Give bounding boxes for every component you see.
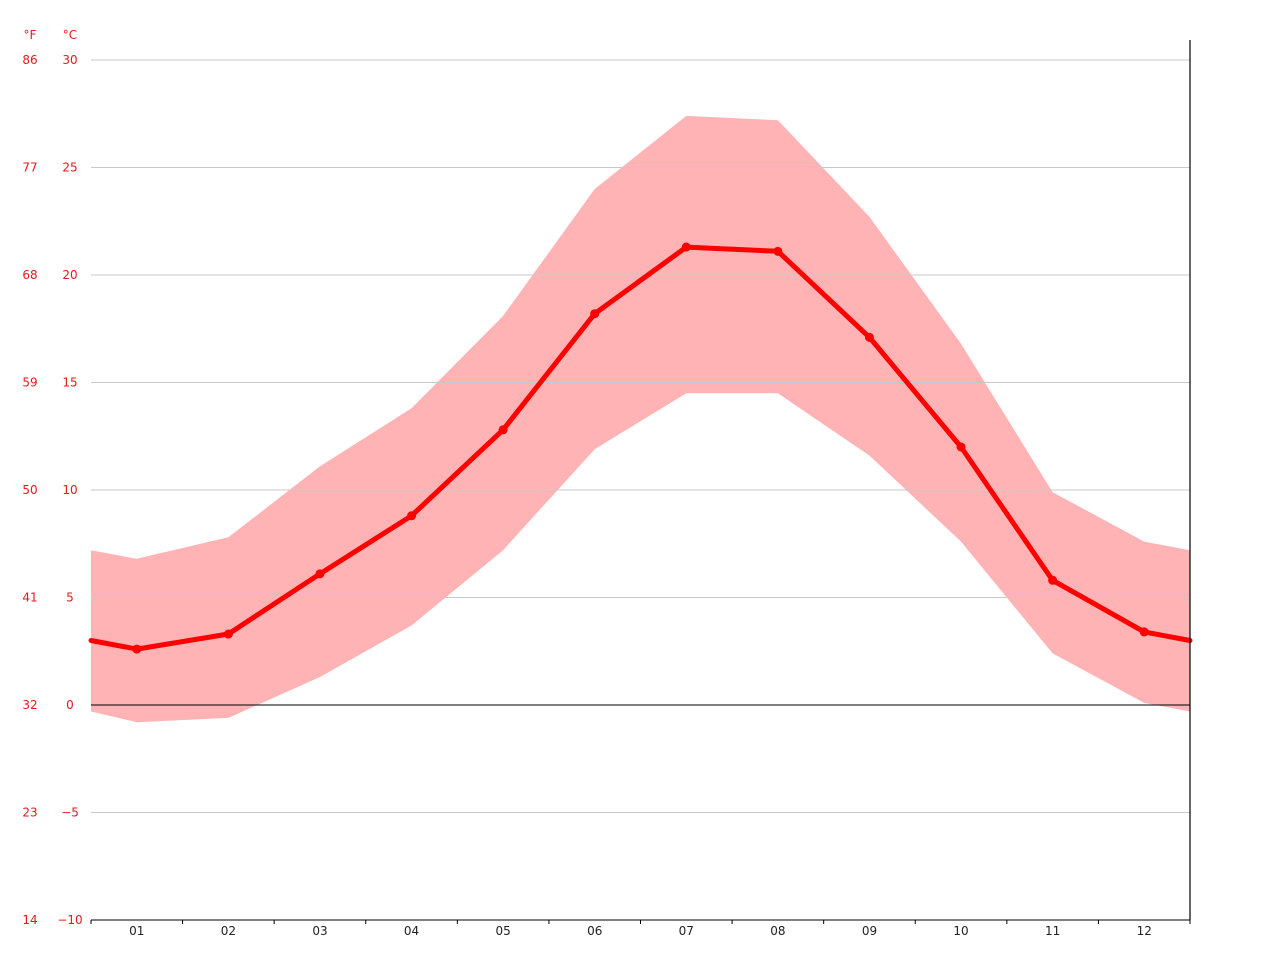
- axes: [90, 40, 1191, 924]
- y-tick-label-fahrenheit: 41: [22, 591, 37, 605]
- y-tick-label-fahrenheit: 86: [22, 53, 37, 67]
- mean-temperature-point: [1139, 627, 1149, 637]
- fahrenheit-unit-label: °F: [24, 28, 37, 42]
- x-tick-label: 05: [495, 924, 510, 938]
- temperature-range-band: [91, 115, 1190, 723]
- y-tick-label-celsius: −10: [57, 913, 82, 927]
- x-tick-label: 02: [221, 924, 236, 938]
- temperature-range-band-layer: [91, 115, 1190, 723]
- mean-temperature-point: [315, 569, 325, 579]
- y-tick-label-celsius: 25: [62, 161, 77, 175]
- y-tick-label-celsius: 10: [62, 483, 77, 497]
- y-tick-label-fahrenheit: 14: [22, 913, 37, 927]
- mean-temperature-point: [956, 442, 966, 452]
- y-tick-label-fahrenheit: 59: [22, 376, 37, 390]
- y-tick-label-fahrenheit: 77: [22, 161, 37, 175]
- mean-temperature-point: [590, 309, 600, 319]
- y-tick-label-celsius: 15: [62, 376, 77, 390]
- mean-temperature-point: [223, 629, 233, 639]
- x-tick-label: 11: [1045, 924, 1060, 938]
- y-tick-label-fahrenheit: 23: [22, 806, 37, 820]
- mean-temperature-point: [864, 332, 874, 342]
- y-tick-label-celsius: 0: [66, 698, 74, 712]
- y-tick-label-fahrenheit: 68: [22, 268, 37, 282]
- x-tick-label: 12: [1137, 924, 1152, 938]
- y-tick-label-fahrenheit: 32: [22, 698, 37, 712]
- mean-temperature-line-layer: [88, 242, 1193, 654]
- mean-temperature-point: [1048, 575, 1058, 585]
- x-tick-label: 10: [953, 924, 968, 938]
- y-tick-label-celsius: 20: [62, 268, 77, 282]
- x-tick-label: 07: [679, 924, 694, 938]
- y-tick-label-celsius: 30: [62, 53, 77, 67]
- mean-temperature-point: [681, 242, 691, 252]
- x-tick-label: 06: [587, 924, 602, 938]
- celsius-unit-label: °C: [63, 28, 77, 42]
- mean-temperature-point: [407, 511, 417, 521]
- y-tick-label-celsius: −5: [61, 806, 79, 820]
- x-tick-label: 01: [129, 924, 144, 938]
- y-tick-label-fahrenheit: 50: [22, 483, 37, 497]
- y-tick-label-celsius: 5: [66, 591, 74, 605]
- tick-labels: °F °C 86 30 77 25 68 20 59 15 50 10 41 5 32 0 23 −5 14 −1…: [22, 28, 1151, 938]
- mean-temperature-point: [132, 644, 142, 654]
- gridlines: [91, 59, 1190, 813]
- x-tick-label: 08: [770, 924, 785, 938]
- mean-temperature-point: [498, 425, 508, 435]
- mean-temperature-point: [773, 246, 783, 256]
- x-tick-label: 09: [862, 924, 877, 938]
- mean-temperature-line: [88, 244, 1193, 652]
- x-tick-label: 03: [312, 924, 327, 938]
- x-tick-label: 04: [404, 924, 419, 938]
